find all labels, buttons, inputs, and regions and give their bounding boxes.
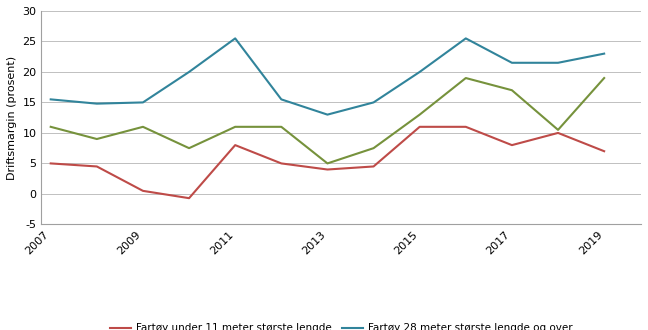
Fartøy under 11 meter største lengde <box>47 161 54 165</box>
Y-axis label: Driftsmargin (prosent): Driftsmargin (prosent) <box>7 56 17 180</box>
Fartøy under 11 meter største lengde <box>369 164 377 168</box>
Fartøy 28 meter største lengde og over <box>139 100 147 104</box>
Fartøy 28 meter største lengde og over <box>369 100 377 104</box>
Fartøy under 11 meter største lengde <box>185 196 193 200</box>
Fartøy 11-27,9 meter største lengde <box>462 76 470 80</box>
Fartøy 11-27,9 meter største lengde <box>231 125 239 129</box>
Fartøy 28 meter største lengde og over <box>600 52 608 56</box>
Fartøy 11-27,9 meter største lengde <box>277 125 285 129</box>
Fartøy under 11 meter største lengde <box>600 149 608 153</box>
Fartøy 11-27,9 meter største lengde <box>600 76 608 80</box>
Legend: Fartøy under 11 meter største lengde, Fartøy 11-27,9 meter største lengde, Fartø: Fartøy under 11 meter største lengde, Fa… <box>106 319 577 330</box>
Fartøy 11-27,9 meter største lengde <box>323 161 331 165</box>
Fartøy under 11 meter største lengde <box>277 161 285 165</box>
Fartøy 28 meter største lengde og over <box>554 61 562 65</box>
Fartøy 11-27,9 meter største lengde <box>554 128 562 132</box>
Fartøy 11-27,9 meter største lengde <box>47 125 54 129</box>
Fartøy under 11 meter største lengde <box>554 131 562 135</box>
Fartøy 28 meter største lengde og over <box>416 70 424 74</box>
Fartøy 11-27,9 meter største lengde <box>416 113 424 116</box>
Fartøy under 11 meter største lengde <box>416 125 424 129</box>
Fartøy under 11 meter største lengde <box>462 125 470 129</box>
Fartøy 11-27,9 meter største lengde <box>93 137 100 141</box>
Fartøy under 11 meter største lengde <box>508 143 516 147</box>
Fartøy 28 meter største lengde og over <box>508 61 516 65</box>
Line: Fartøy under 11 meter største lengde: Fartøy under 11 meter største lengde <box>51 127 604 198</box>
Fartøy 28 meter største lengde og over <box>277 97 285 101</box>
Line: Fartøy 11-27,9 meter største lengde: Fartøy 11-27,9 meter største lengde <box>51 78 604 163</box>
Fartøy 28 meter største lengde og over <box>462 36 470 40</box>
Fartøy 11-27,9 meter største lengde <box>139 125 147 129</box>
Fartøy 11-27,9 meter største lengde <box>185 146 193 150</box>
Fartøy under 11 meter største lengde <box>323 168 331 172</box>
Fartøy 11-27,9 meter største lengde <box>508 88 516 92</box>
Line: Fartøy 28 meter største lengde og over: Fartøy 28 meter største lengde og over <box>51 38 604 115</box>
Fartøy under 11 meter største lengde <box>139 189 147 193</box>
Fartøy 28 meter største lengde og over <box>93 102 100 106</box>
Fartøy 11-27,9 meter største lengde <box>369 146 377 150</box>
Fartøy 28 meter største lengde og over <box>231 36 239 40</box>
Fartøy 28 meter største lengde og over <box>323 113 331 116</box>
Fartøy under 11 meter største lengde <box>231 143 239 147</box>
Fartøy under 11 meter største lengde <box>93 164 100 168</box>
Fartøy 28 meter største lengde og over <box>47 97 54 101</box>
Fartøy 28 meter største lengde og over <box>185 70 193 74</box>
